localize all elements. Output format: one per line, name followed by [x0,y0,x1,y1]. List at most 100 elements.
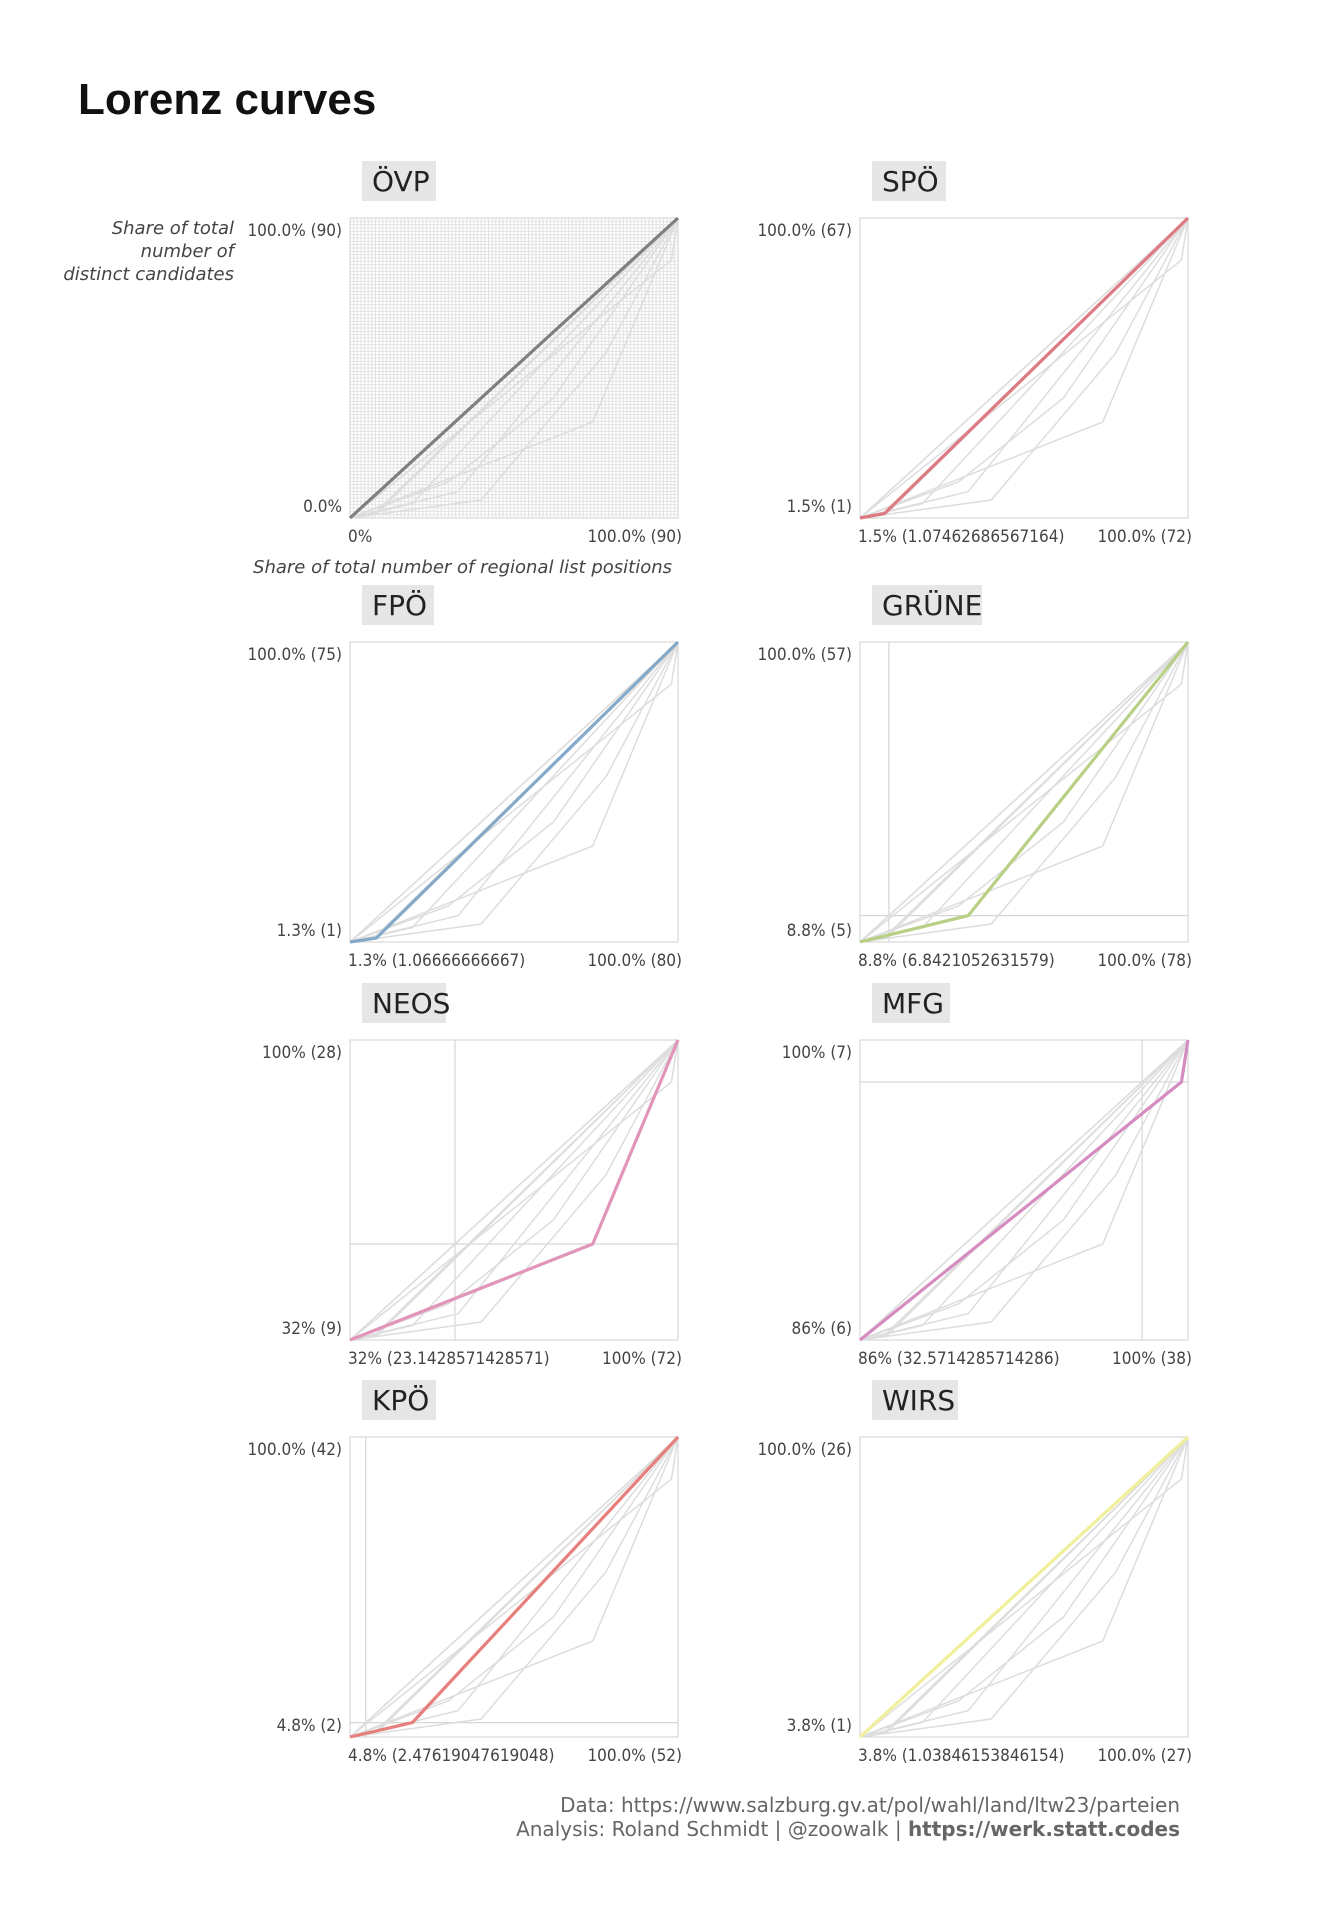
x-tick-label-high-fpoe: 100.0% (80) [587,951,682,971]
y-tick-label-low-fpoe: 1.3% (1) [277,921,342,941]
background-curve-4 [349,217,679,519]
y-tick-label-low-spoe: 1.5% (1) [787,497,852,517]
lorenz-curve-fpoe [349,640,680,944]
y-tick-label-low-neos: 32% (9) [281,1319,342,1339]
strip-background-wirs [872,1380,958,1420]
y-tick-label-low-kpoe: 4.8% (2) [277,1716,342,1736]
panel-grid-oevp [350,218,678,518]
y-axis-label-line-2: number of [141,241,237,262]
y-tick-label-high-kpoe: 100.0% (42) [247,1440,342,1460]
background-curve-7 [349,641,679,943]
strip-background-gruene [872,585,982,625]
panel-border-fpoe [349,641,679,943]
y-tick-label-high-fpoe: 100.0% (75) [247,645,342,665]
background-curve-4 [859,641,1189,943]
strip-label-kpoe: KPÖ [372,1383,429,1417]
panel-border-wirs [859,1436,1189,1738]
caption-data-source: Data: https://www.salzburg.gv.at/pol/wah… [560,1793,1180,1817]
strip-label-spoe: SPÖ [882,164,939,198]
caption-analysis: Analysis: Roland Schmidt | @zoowalk | ht… [516,1817,1180,1841]
background-curve-4 [859,1039,1189,1341]
strip-background-oevp [362,161,436,201]
background-curve-7 [349,1039,679,1341]
chart-title: Lorenz curves [78,75,376,124]
x-tick-label-high-oevp: 100.0% (90) [587,527,682,547]
y-tick-label-high-wirs: 100.0% (26) [757,1440,852,1460]
y-axis-label-line-3: distinct candidates [63,264,234,285]
y-tick-label-high-mfg: 100% (7) [782,1043,852,1063]
strip-label-mfg: MFG [882,987,944,1020]
lorenz-curve-oevp [348,216,680,520]
background-curve-5 [349,1436,679,1738]
background-curve-8 [859,217,1189,519]
strip-background-neos [362,983,446,1023]
y-tick-label-low-oevp: 0.0% [303,497,342,517]
background-curve-7 [859,641,1189,943]
x-tick-label-low-kpoe: 4.8% (2.47619047619048) [348,1746,554,1766]
strip-label-fpoe: FPÖ [372,588,427,622]
lorenz-curve-gruene [859,640,1190,944]
panel-border-neos [349,1039,679,1341]
background-curve-6 [859,1436,1189,1738]
x-tick-label-low-mfg: 86% (32.5714285714286) [858,1349,1060,1369]
panel-mfg: MFG 86% (6) 100% (7) 86% (32.5714285714286)… [782,983,1192,1369]
x-tick-label-low-fpoe: 1.3% (1.06666666667) [348,951,525,971]
panel-gruene: GRÜNE 8.8% (5) 100.0% (57) 8.8% (6.84210526… [757,585,1192,971]
lorenz-curve-neos [349,1039,680,1342]
panel-fpoe: FPÖ 1.3% (1) 100.0% (75) 1.3% (1.0666666666… [247,585,682,971]
y-tick-label-high-gruene: 100.0% (57) [757,645,852,665]
background-curve-6 [349,217,679,519]
background-curve-5 [349,217,679,519]
x-tick-label-low-spoe: 1.5% (1.07462686567164) [858,527,1064,547]
background-curve-7 [859,217,1189,519]
strip-label-neos: NEOS [372,987,450,1020]
background-curve-8 [349,641,679,943]
panel-border-gruene [859,641,1189,943]
caption-author: Analysis: Roland Schmidt | @zoowalk | [516,1817,908,1841]
strip-background-spoe [872,161,946,201]
lorenz-curve-spoe [859,216,1190,520]
panel-border-spoe [859,217,1189,519]
x-tick-label-high-gruene: 100.0% (78) [1097,951,1192,971]
background-curve-9 [349,1436,679,1738]
background-curve-5 [859,1436,1189,1738]
caption-link[interactable]: https://werk.statt.codes [908,1817,1180,1841]
strip-label-gruene: GRÜNE [882,588,982,622]
background-curve-9 [859,1436,1189,1738]
x-tick-label-high-mfg: 100% (38) [1112,1349,1192,1369]
background-curve-5 [859,641,1189,943]
background-curve-9 [349,1039,679,1341]
panel-spoe: SPÖ 1.5% (1) 100.0% (67) 1.5% (1.0746268656… [757,161,1192,547]
background-curve-8 [349,1436,679,1738]
strip-background-kpoe [362,1380,436,1420]
x-tick-label-high-wirs: 100.0% (27) [1097,1746,1192,1766]
strip-background-fpoe [362,585,434,625]
strip-label-oevp: ÖVP [372,164,430,198]
background-curve-7 [349,1436,679,1738]
x-tick-label-low-wirs: 3.8% (1.03846153846154) [858,1746,1064,1766]
panel-border-kpoe [349,1436,679,1738]
x-tick-label-high-neos: 100% (72) [602,1349,682,1369]
background-curve-8 [859,1436,1189,1738]
x-tick-label-high-spoe: 100.0% (72) [1097,527,1192,547]
y-tick-label-low-mfg: 86% (6) [791,1319,852,1339]
background-curve-4 [349,1436,679,1738]
x-tick-label-low-neos: 32% (23.1428571428571) [348,1349,550,1369]
background-curve-4 [349,641,679,943]
x-tick-label-low-oevp: 0% [348,527,372,547]
y-tick-label-low-gruene: 8.8% (5) [787,921,852,941]
y-tick-label-high-neos: 100% (28) [262,1043,342,1063]
background-curve-5 [349,641,679,943]
background-curve-9 [859,641,1189,943]
background-curve-6 [349,1039,679,1341]
panel-kpoe: KPÖ 4.8% (2) 100.0% (42) 4.8% (2.4761904761… [247,1380,682,1766]
strip-background-mfg [872,983,950,1023]
lorenz-curve-wirs [858,1435,1190,1739]
y-tick-label-high-oevp: 100.0% (90) [247,221,342,241]
background-curve-8 [349,217,679,519]
background-curve-9 [349,641,679,943]
lorenz-curve-mfg [858,1039,1190,1342]
background-curve-6 [349,641,679,943]
background-curve-4 [859,217,1189,519]
